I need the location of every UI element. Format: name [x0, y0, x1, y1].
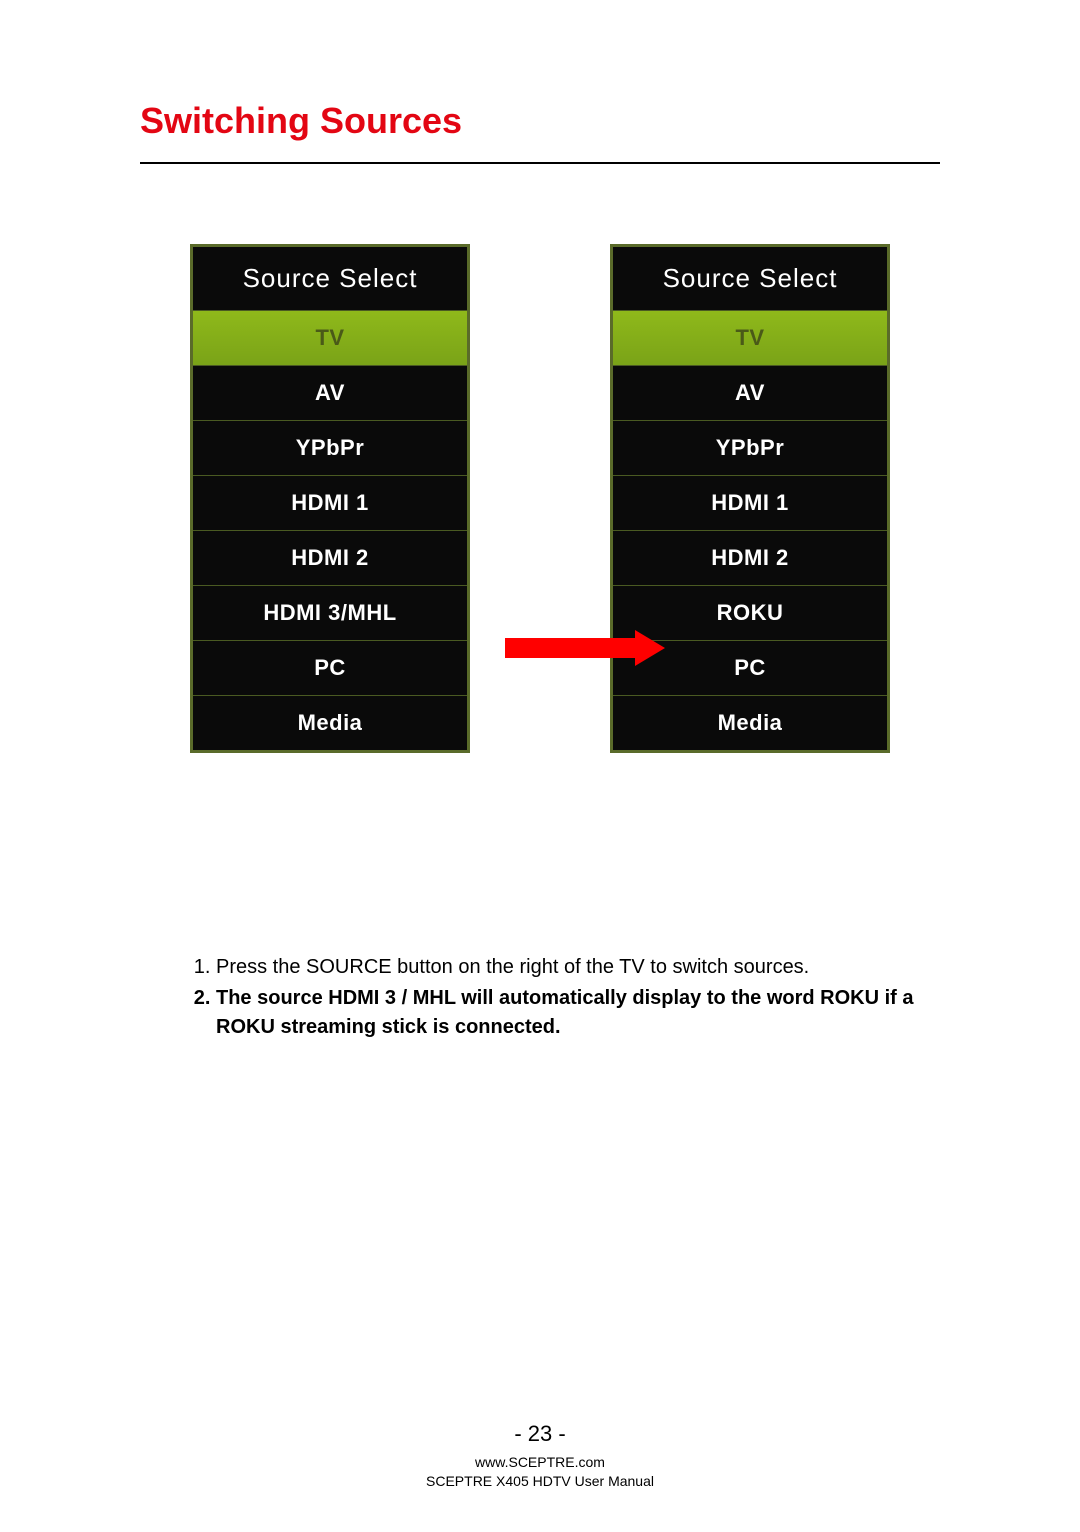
- title-divider: [140, 162, 940, 164]
- menu-item-tv[interactable]: TV: [613, 310, 887, 365]
- instructions-list: Press the SOURCE button on the right of …: [188, 953, 920, 1042]
- menu-item-media[interactable]: Media: [613, 695, 887, 750]
- footer-website: www.SCEPTRE.com: [0, 1453, 1080, 1473]
- menu-item-ypbpr[interactable]: YPbPr: [613, 420, 887, 475]
- menu-item-media[interactable]: Media: [193, 695, 467, 750]
- menu-item-hdmi1[interactable]: HDMI 1: [193, 475, 467, 530]
- instruction-2: The source HDMI 3 / MHL will automatical…: [216, 984, 920, 1042]
- menu-item-av[interactable]: AV: [613, 365, 887, 420]
- menu-item-tv[interactable]: TV: [193, 310, 467, 365]
- footer-manual: SCEPTRE X405 HDTV User Manual: [0, 1472, 1080, 1492]
- source-menu-right: Source Select TV AV YPbPr HDMI 1 HDMI 2 …: [610, 244, 890, 753]
- menu-header-left: Source Select: [193, 247, 467, 310]
- page-footer: - 23 - www.SCEPTRE.com SCEPTRE X405 HDTV…: [0, 1421, 1080, 1492]
- menu-item-hdmi2[interactable]: HDMI 2: [613, 530, 887, 585]
- menu-item-pc[interactable]: PC: [193, 640, 467, 695]
- menu-item-hdmi1[interactable]: HDMI 1: [613, 475, 887, 530]
- page-number: - 23 -: [0, 1421, 1080, 1447]
- menu-item-av[interactable]: AV: [193, 365, 467, 420]
- menu-header-right: Source Select: [613, 247, 887, 310]
- page-title: Switching Sources: [140, 100, 940, 142]
- arrow-icon: [505, 630, 665, 666]
- instruction-1: Press the SOURCE button on the right of …: [216, 953, 920, 982]
- menu-item-ypbpr[interactable]: YPbPr: [193, 420, 467, 475]
- menu-item-hdmi3mhl[interactable]: HDMI 3/MHL: [193, 585, 467, 640]
- menus-container: Source Select TV AV YPbPr HDMI 1 HDMI 2 …: [140, 244, 940, 753]
- menu-item-hdmi2[interactable]: HDMI 2: [193, 530, 467, 585]
- source-menu-left: Source Select TV AV YPbPr HDMI 1 HDMI 2 …: [190, 244, 470, 753]
